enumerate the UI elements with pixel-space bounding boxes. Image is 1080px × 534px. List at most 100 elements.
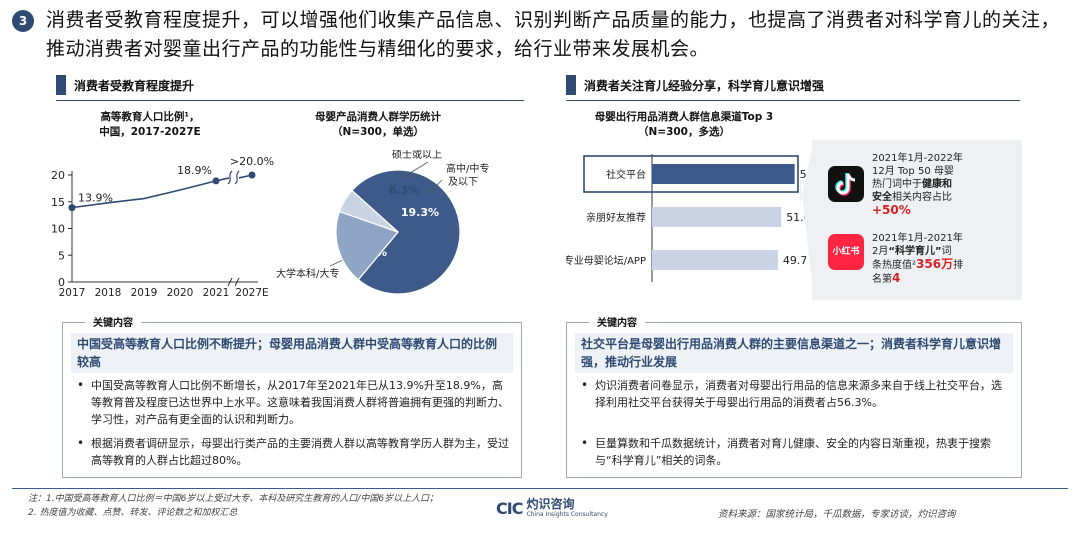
x-tick-label: 2020 <box>167 287 194 299</box>
pie-chart-title: 母婴产品消费人群学历统计 （N=300，单选） <box>278 110 478 140</box>
line-chart-title-line2: 中国，2017-2027E <box>99 126 201 138</box>
bar-category-label: 专业母婴论坛/APP <box>566 254 646 267</box>
right-key-subtitle: 社交平台是母婴出行用品消费人群的主要信息渠道之一；消费者科学育儿意识增强，推动行… <box>575 333 1013 373</box>
pie-category-label: 大学本科/大专 <box>276 267 339 280</box>
xhs-stat-line4a: 名第 <box>872 274 892 285</box>
data-label: >20.0% <box>230 155 274 168</box>
footer-note-1: 注：1.中国受高等教育人口比例＝中国6岁以上受过大专、本科及研究生教育的人口/中… <box>28 494 439 504</box>
axis-break-mark <box>234 170 240 185</box>
x-tick-label: 2018 <box>95 287 122 299</box>
bar <box>652 207 782 227</box>
xhs-stat-line2b: “科学育儿” <box>888 246 942 257</box>
xhs-stat-line1: 2021年1月-2021年 <box>872 233 963 244</box>
right-key-bullet: 灼识消费者问卷显示，消费者对母婴出行用品的信息来源多来自于线上社交平台，选择利用… <box>579 377 1011 411</box>
bar-chart-title: 母婴出行用品消费人群信息渠道Top 3 （N=300，多选） <box>566 110 802 140</box>
left-section-title-text: 消费者受教育程度提升 <box>74 78 195 93</box>
y-tick-label: 20 <box>51 169 65 182</box>
axis-break-mark <box>227 170 233 185</box>
pie-category-label: 高中/中专 <box>446 162 489 175</box>
x-tick-label: 2019 <box>131 287 158 299</box>
footer-note-2: 2. 热度值为收藏、点赞、转发、评论数之和加权汇总 <box>28 508 238 518</box>
footer-source: 资料来源：国家统计局，千瓜数据，专家访谈，灼识咨询 <box>718 509 956 520</box>
left-key-content-box: 关键内容 中国受高等教育人口比例不断提升；母婴用品消费人群中受高等教育人口的比例… <box>62 314 522 478</box>
pie-category-label: 及以下 <box>448 176 478 188</box>
left-key-bullet: 中国受高等教育人口比例不断增长，从2017年至2021年已从13.9%升至18.… <box>75 377 511 428</box>
pie-category-label: 硕士或以上 <box>392 150 442 161</box>
company-logo: CIC 灼识咨询 China Insights Consultancy <box>496 498 608 519</box>
right-section-title-text: 消费者关注育儿经验分享，科学育儿意识增强 <box>584 78 825 93</box>
bar-chart-title-line1: 母婴出行用品消费人群信息渠道Top 3 <box>594 111 774 123</box>
x-axis-break-mark <box>234 277 240 287</box>
line-point <box>68 204 76 212</box>
right-section-title: 消费者关注育儿经验分享，科学育儿意识增强 <box>566 72 824 98</box>
bar <box>652 164 795 184</box>
data-label: 18.9% <box>177 164 212 177</box>
pie-slice <box>335 210 400 281</box>
bar-value-label: 51.0% <box>786 211 806 224</box>
douyin-stat-line3a: 热门词中于 <box>872 179 922 190</box>
xhs-stat-line3c: 排 <box>953 260 964 271</box>
douyin-stat-line2: 12月 Top 50 母婴 <box>872 166 954 177</box>
x-tick-label: 2017 <box>59 287 86 299</box>
panel-pointer <box>800 140 814 300</box>
pie-slice <box>351 169 461 295</box>
douyin-stat-line4b: 相关内容占比 <box>892 192 952 203</box>
line-chart-title: 高等教育人口比例¹， 中国，2017-2027E <box>60 110 240 140</box>
logo-mark: CIC <box>496 499 523 518</box>
xhs-stat-line2a: 2月 <box>872 246 889 257</box>
pie-value-label: 6.3% <box>389 184 420 197</box>
footer-notes: 注：1.中国受高等教育人口比例＝中国6岁以上受过大专、本科及研究生教育的人口/中… <box>28 492 438 520</box>
bar-value-label: 56.3% <box>800 168 806 181</box>
pie-value-label: 19.3% <box>401 206 439 219</box>
xhs-stat-line3a: 条热度值² <box>872 260 917 271</box>
right-key-content-tab: 关键内容 <box>589 314 645 329</box>
highlight-frame <box>583 155 799 193</box>
xiaohongshu-stat: 2021年1月-2021年 2月“科学育儿”词 条热度值²356万排 名第4 <box>872 232 1020 286</box>
right-section-rule <box>566 100 1020 101</box>
left-key-bullet: 根据消费者调研显示，母婴出行类产品的主要消费人群以高等教育学历人群为主，受过高等… <box>75 435 511 469</box>
pie-leader-line <box>401 161 429 179</box>
bar-chart: 社交平台 56.3% 亲朋好友推荐 51.0% 专业母婴论坛/APP 49.7% <box>566 154 806 282</box>
bar-chart-title-line2: （N=300，多选） <box>637 126 730 138</box>
douyin-stat-growth: +50% <box>872 203 911 217</box>
xhs-stat-line2c: 词 <box>941 246 952 257</box>
right-key-content-box: 关键内容 社交平台是母婴出行用品消费人群的主要信息渠道之一；消费者科学育儿意识增… <box>566 314 1022 478</box>
line-point <box>212 177 220 185</box>
xhs-stat-rank: 4 <box>892 271 901 285</box>
section-title-bar <box>56 75 66 95</box>
bar <box>652 250 778 270</box>
footer-rule <box>12 488 1068 489</box>
logo-cn-text: 灼识咨询 <box>526 497 575 511</box>
x-tick-label: 2021 <box>203 287 230 299</box>
section-number-badge: 3 <box>12 10 34 32</box>
left-key-content-tab: 关键内容 <box>85 314 141 329</box>
douyin-stat: 2021年1月-2022年 12月 Top 50 母婴 热门词中于健康和 安全相… <box>872 152 1020 217</box>
x-axis-break-mark <box>227 277 233 287</box>
bar-category-label: 社交平台 <box>606 168 646 181</box>
left-section-title: 消费者受教育程度提升 <box>56 72 194 98</box>
xiaohongshu-icon: 小红书 <box>828 234 864 270</box>
pie-leader-line <box>427 179 443 195</box>
douyin-icon <box>828 166 864 202</box>
section-title-bar <box>566 75 576 95</box>
douyin-stat-line3b: 健康和 <box>922 179 952 190</box>
line-series <box>71 180 217 209</box>
y-tick-label: 0 <box>58 276 65 289</box>
pie-chart-title-line1: 母婴产品消费人群学历统计 <box>315 111 441 123</box>
left-key-subtitle: 中国受高等教育人口比例不断提升；母婴用品消费人群中受高等教育人口的比例较高 <box>71 333 513 373</box>
y-tick-label: 10 <box>51 223 65 236</box>
pie-slice <box>338 189 399 233</box>
bar-value-label: 49.7% <box>783 254 806 267</box>
douyin-stat-line1: 2021年1月-2022年 <box>872 153 963 164</box>
x-tick-label: 2027E <box>235 287 268 299</box>
right-key-bullet: 巨量算数和千瓜数据统计，消费者对育儿健康、安全的内容日渐重视，热衷于搜索与“科学… <box>579 435 1011 469</box>
pie-chart-title-line2: （N=300，单选） <box>331 126 424 138</box>
y-tick-label: 5 <box>58 249 65 262</box>
data-label: 13.9% <box>78 192 113 205</box>
page-headline: 消费者受教育程度提升，可以增强他们收集产品信息、识别判断产品质量的能力，也提高了… <box>46 9 1061 60</box>
line-point <box>248 171 256 179</box>
left-section-rule <box>56 100 524 101</box>
douyin-stat-line4a: 安全 <box>872 192 892 203</box>
logo-en-text: China Insights Consultancy <box>526 511 608 518</box>
